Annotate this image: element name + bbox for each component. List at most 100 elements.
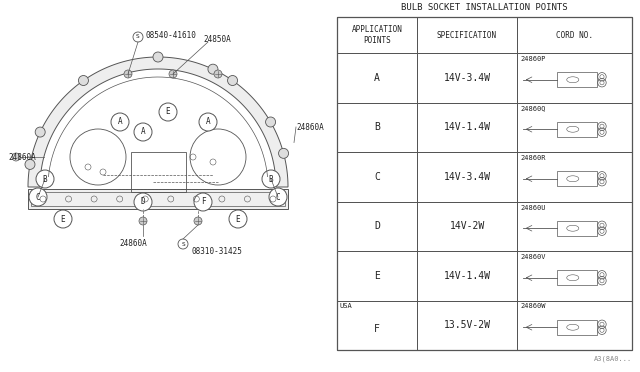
Circle shape [134,123,152,141]
Bar [417,103,517,152]
Circle shape [124,70,132,78]
Text: 24860A: 24860A [119,239,147,248]
Bar [31,192,285,206]
Bar [417,152,517,202]
Text: USA: USA [340,304,353,310]
Circle shape [111,113,129,131]
Text: 24860A: 24860A [8,153,36,161]
Text: 24860W: 24860W [520,304,545,310]
Bar [557,270,597,285]
Text: BULB SOCKET INSTALLATION POINTS: BULB SOCKET INSTALLATION POINTS [401,3,568,12]
Text: 14V-3.4W: 14V-3.4W [444,172,490,182]
Text: 08310-31425: 08310-31425 [191,247,242,256]
Bar [517,251,632,301]
Text: 08540-41610: 08540-41610 [146,31,197,39]
Text: A3(8A0...: A3(8A0... [594,355,632,362]
Text: F: F [374,324,380,334]
Text: 14V-1.4W: 14V-1.4W [444,122,490,132]
Bar [557,122,597,137]
Circle shape [266,117,276,127]
Circle shape [169,70,177,78]
Text: B: B [269,174,273,183]
Bar [417,202,517,251]
Text: C: C [276,192,280,202]
Text: 24860U: 24860U [520,205,545,211]
Circle shape [25,160,35,169]
Bar [417,251,517,301]
Bar [517,202,632,251]
Bar [417,301,517,350]
Bar [517,301,632,350]
Polygon shape [28,57,288,187]
Circle shape [36,170,54,188]
Text: D: D [141,198,145,206]
Circle shape [194,217,202,225]
Text: S: S [181,241,185,247]
Text: 24860V: 24860V [520,254,545,260]
Text: E: E [374,271,380,281]
Circle shape [12,153,20,161]
Circle shape [35,127,45,137]
Circle shape [228,76,237,86]
Circle shape [194,193,212,211]
Text: 14V-1.4W: 14V-1.4W [444,271,490,281]
Bar [28,189,288,209]
Bar [337,152,417,202]
Text: 24860Q: 24860Q [520,106,545,112]
Bar [337,301,417,350]
Text: 24850A: 24850A [203,35,231,44]
Circle shape [199,113,217,131]
Bar [557,320,597,335]
Bar [517,152,632,202]
Circle shape [159,103,177,121]
Circle shape [214,70,222,78]
Text: A: A [141,128,145,137]
Circle shape [29,188,47,206]
Circle shape [79,76,88,86]
Text: 24860P: 24860P [520,56,545,62]
Text: B: B [374,122,380,132]
Bar [337,17,417,53]
Circle shape [134,193,152,211]
Bar [131,152,186,192]
Bar [417,17,517,53]
Bar [337,53,417,103]
Text: E: E [61,215,65,224]
Text: B: B [43,174,47,183]
Bar [557,171,597,186]
Bar [517,103,632,152]
Text: 24860R: 24860R [520,155,545,161]
Circle shape [269,188,287,206]
Circle shape [262,170,280,188]
Circle shape [139,217,147,225]
Text: C: C [374,172,380,182]
Text: D: D [374,221,380,231]
Text: E: E [236,215,240,224]
Bar [517,17,632,53]
Circle shape [208,64,218,74]
Bar [557,72,597,87]
Text: APPLICATION
POINTS: APPLICATION POINTS [351,25,403,45]
Text: 24860A: 24860A [296,122,324,131]
Circle shape [54,210,72,228]
Bar [417,53,517,103]
Text: 14V-3.4W: 14V-3.4W [444,73,490,83]
Bar [337,251,417,301]
Text: A: A [118,118,122,126]
Bar [557,221,597,236]
Text: A: A [374,73,380,83]
Text: CORD NO.: CORD NO. [556,31,593,39]
Text: E: E [166,108,170,116]
Text: C: C [36,192,40,202]
Text: SPECIFICATION: SPECIFICATION [437,31,497,39]
Text: F: F [201,198,205,206]
Circle shape [278,148,289,158]
Bar [337,17,632,350]
Text: 13.5V-2W: 13.5V-2W [444,320,490,330]
Circle shape [153,52,163,62]
Bar [337,202,417,251]
Text: A: A [205,118,211,126]
Text: 14V-2W: 14V-2W [449,221,484,231]
Bar [517,53,632,103]
Bar [337,103,417,152]
